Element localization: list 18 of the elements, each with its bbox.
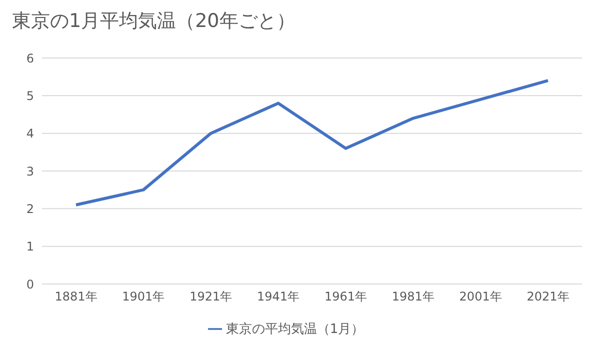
y-tick-label: 1 bbox=[26, 240, 34, 254]
y-tick-label: 5 bbox=[26, 88, 34, 103]
x-tick-label: 1881年 bbox=[54, 290, 98, 304]
x-tick-label: 1941年 bbox=[257, 290, 300, 304]
y-tick-label: 3 bbox=[26, 164, 34, 178]
y-tick-label: 0 bbox=[26, 277, 34, 292]
legend-label: 東京の平均気温（1月） bbox=[226, 322, 364, 337]
x-tick-label: 1961年 bbox=[324, 290, 367, 304]
y-tick-label: 6 bbox=[26, 51, 34, 66]
x-tick-label: 1981年 bbox=[392, 290, 434, 304]
x-tick-label: 1921年 bbox=[190, 290, 232, 304]
x-tick-label: 1901年 bbox=[122, 290, 165, 304]
x-tick-label: 2021年 bbox=[526, 290, 570, 304]
y-tick-label: 4 bbox=[26, 126, 34, 141]
x-tick-label: 2001年 bbox=[459, 290, 502, 304]
line-series bbox=[74, 79, 550, 206]
y-tick-label: 2 bbox=[26, 202, 34, 216]
chart-title: 東京の1月平均気温（20年ごと） bbox=[12, 9, 296, 34]
